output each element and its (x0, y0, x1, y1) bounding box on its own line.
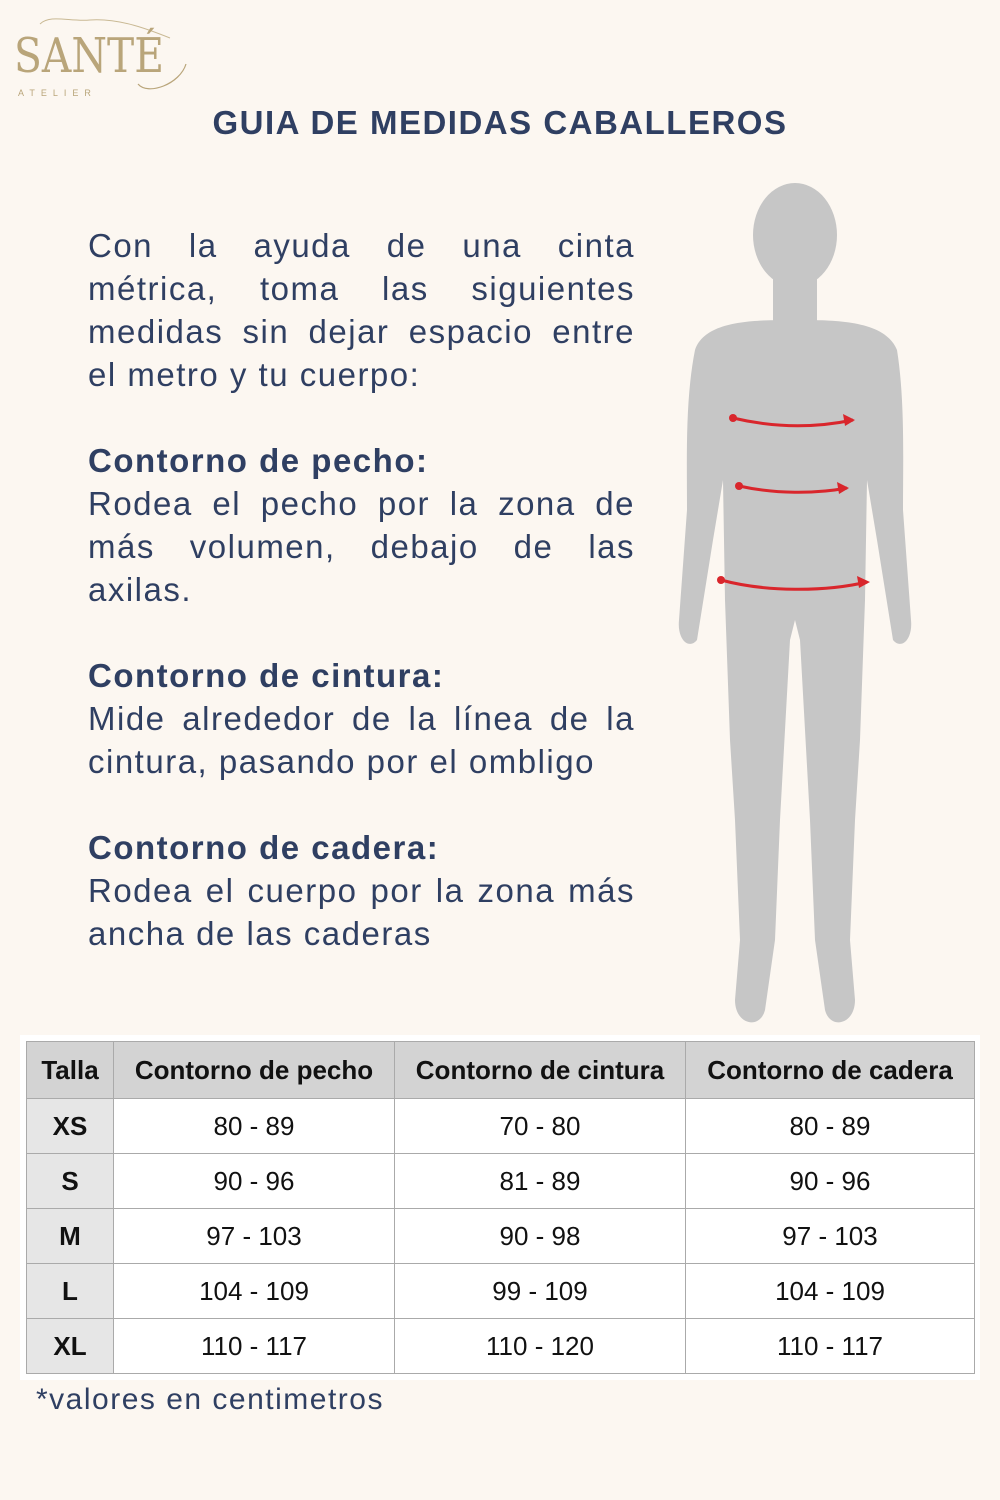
header-waist: Contorno de cintura (394, 1041, 686, 1099)
cell-hip: 110 - 117 (685, 1318, 975, 1374)
cell-waist: 90 - 98 (394, 1208, 686, 1264)
cell-size: L (26, 1263, 114, 1319)
brand-sub: ATELIER (18, 88, 97, 98)
header-chest: Contorno de pecho (113, 1041, 395, 1099)
table-row: XL 110 - 117 110 - 120 110 - 117 (26, 1318, 975, 1374)
cell-size: S (26, 1153, 114, 1209)
units-note: *valores en centimetros (36, 1383, 384, 1416)
cell-chest: 80 - 89 (113, 1098, 395, 1154)
cell-waist: 110 - 120 (394, 1318, 686, 1374)
cell-waist: 99 - 109 (394, 1263, 686, 1319)
cell-hip: 90 - 96 (685, 1153, 975, 1209)
male-body-silhouette-icon (665, 180, 925, 1040)
size-table-container: Talla Contorno de pecho Contorno de cint… (20, 1035, 980, 1380)
section-chest: Contorno de pecho: Rodea el pecho por la… (88, 439, 635, 611)
page-title: GUIA DE MEDIDAS CABALLEROS (212, 104, 788, 141)
section-heading: Contorno de cadera: (88, 829, 440, 866)
table-row: XS 80 - 89 70 - 80 80 - 89 (26, 1098, 975, 1154)
section-text: Rodea el pecho por la zona de más volume… (88, 485, 635, 608)
cell-waist: 70 - 80 (394, 1098, 686, 1154)
cell-waist: 81 - 89 (394, 1153, 686, 1209)
cell-size: M (26, 1208, 114, 1264)
cell-size: XL (26, 1318, 114, 1374)
section-text: Rodea el cuerpo por la zona más ancha de… (88, 872, 635, 952)
table-row: M 97 - 103 90 - 98 97 - 103 (26, 1208, 975, 1264)
cell-size: XS (26, 1098, 114, 1154)
cell-chest: 110 - 117 (113, 1318, 395, 1374)
intro-text: Con la ayuda de una cinta métrica, toma … (88, 227, 635, 393)
instructions: Con la ayuda de una cinta métrica, toma … (88, 224, 635, 955)
table-row: L 104 - 109 99 - 109 104 - 109 (26, 1263, 975, 1319)
cell-hip: 104 - 109 (685, 1263, 975, 1319)
cell-chest: 104 - 109 (113, 1263, 395, 1319)
section-hip: Contorno de cadera: Rodea el cuerpo por … (88, 826, 635, 955)
cell-hip: 80 - 89 (685, 1098, 975, 1154)
cell-hip: 97 - 103 (685, 1208, 975, 1264)
table-row: S 90 - 96 81 - 89 90 - 96 (26, 1153, 975, 1209)
header-size: Talla (26, 1041, 114, 1099)
section-waist: Contorno de cintura: Mide alrededor de l… (88, 654, 635, 783)
section-heading: Contorno de pecho: (88, 442, 429, 479)
cell-chest: 97 - 103 (113, 1208, 395, 1264)
brand-logo: SANTÉ ATELIER (10, 8, 200, 100)
section-heading: Contorno de cintura: (88, 657, 445, 694)
section-text: Mide alrededor de la línea de la cintura… (88, 700, 635, 780)
header-hip: Contorno de cadera (685, 1041, 975, 1099)
brand-name: SANTÉ (14, 27, 164, 84)
cell-chest: 90 - 96 (113, 1153, 395, 1209)
size-table: Talla Contorno de pecho Contorno de cint… (26, 1041, 975, 1374)
table-header-row: Talla Contorno de pecho Contorno de cint… (26, 1041, 975, 1099)
